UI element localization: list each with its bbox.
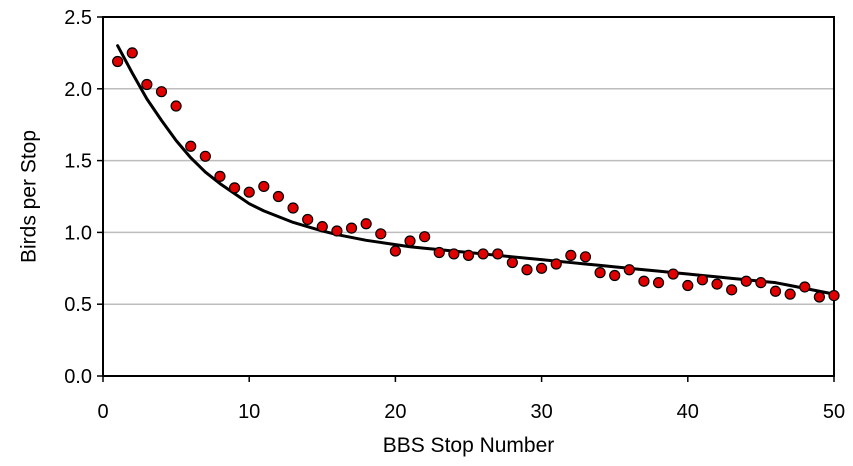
data-point [258, 180, 270, 193]
data-point [287, 202, 299, 214]
axes: 0.0 0.5 1.0 1.5 2.0 2.5 0 10 20 30 40 50 [64, 7, 845, 423]
y-tick-label: 2.0 [64, 79, 92, 101]
data-point [799, 281, 811, 293]
data-point [170, 100, 182, 112]
data-point [535, 262, 548, 274]
data-point [448, 248, 460, 260]
data-point [726, 284, 738, 296]
data-point [813, 291, 825, 303]
x-tick-label: 50 [823, 401, 845, 423]
data-point [682, 279, 694, 292]
data-point [740, 275, 752, 287]
data-point [345, 222, 358, 234]
data-point [360, 218, 372, 230]
data-point [594, 267, 606, 279]
data-point [638, 275, 650, 287]
x-tick-label: 30 [530, 401, 552, 423]
data-point [214, 170, 226, 182]
y-tick-label: 2.5 [64, 7, 92, 29]
data-point [521, 264, 533, 276]
data-point [623, 264, 635, 276]
data-point [579, 251, 592, 263]
data-point [302, 213, 314, 226]
data-point [477, 248, 489, 260]
data-point [389, 245, 401, 257]
data-point [404, 235, 416, 247]
data-point [609, 269, 621, 282]
x-tick-label: 20 [384, 401, 406, 423]
data-point [185, 140, 197, 152]
data-point [565, 249, 577, 261]
x-tick-label: 10 [238, 401, 260, 423]
data-point [462, 249, 475, 261]
data-point [243, 186, 255, 198]
data-point [492, 248, 504, 260]
data-point [828, 289, 840, 302]
data-point [433, 246, 445, 259]
data-point [667, 268, 679, 280]
data-point [112, 55, 124, 68]
data-point [419, 231, 431, 243]
data-point [331, 225, 343, 237]
x-tick-label: 0 [97, 401, 108, 423]
data-point [550, 258, 562, 270]
data-point [228, 182, 241, 194]
y-tick-label: 0.5 [64, 294, 92, 316]
data-point [711, 278, 723, 290]
data-point [316, 221, 328, 233]
data-points-layer [112, 47, 840, 303]
data-point [755, 277, 767, 289]
plot-area-frame [102, 16, 835, 377]
data-point [272, 190, 285, 203]
y-tick-label: 1.5 [64, 151, 92, 173]
y-tick-label: 1.0 [64, 222, 92, 244]
x-tick-label: 40 [677, 401, 699, 423]
gridlines [103, 88, 834, 305]
y-axis-title: Birds per Stop [17, 130, 40, 263]
data-point [375, 228, 387, 240]
data-point [506, 256, 518, 269]
trend-line-layer [116, 44, 836, 296]
data-point [155, 86, 168, 98]
y-tick-label: 0.0 [64, 366, 92, 388]
data-point [126, 47, 138, 59]
data-point [784, 288, 796, 300]
data-point [199, 150, 211, 162]
data-point [652, 277, 665, 289]
data-point [696, 274, 709, 286]
trend-line [116, 44, 836, 296]
data-point [141, 78, 153, 91]
x-axis-title: BBS Stop Number [383, 434, 555, 457]
data-point [769, 285, 782, 297]
